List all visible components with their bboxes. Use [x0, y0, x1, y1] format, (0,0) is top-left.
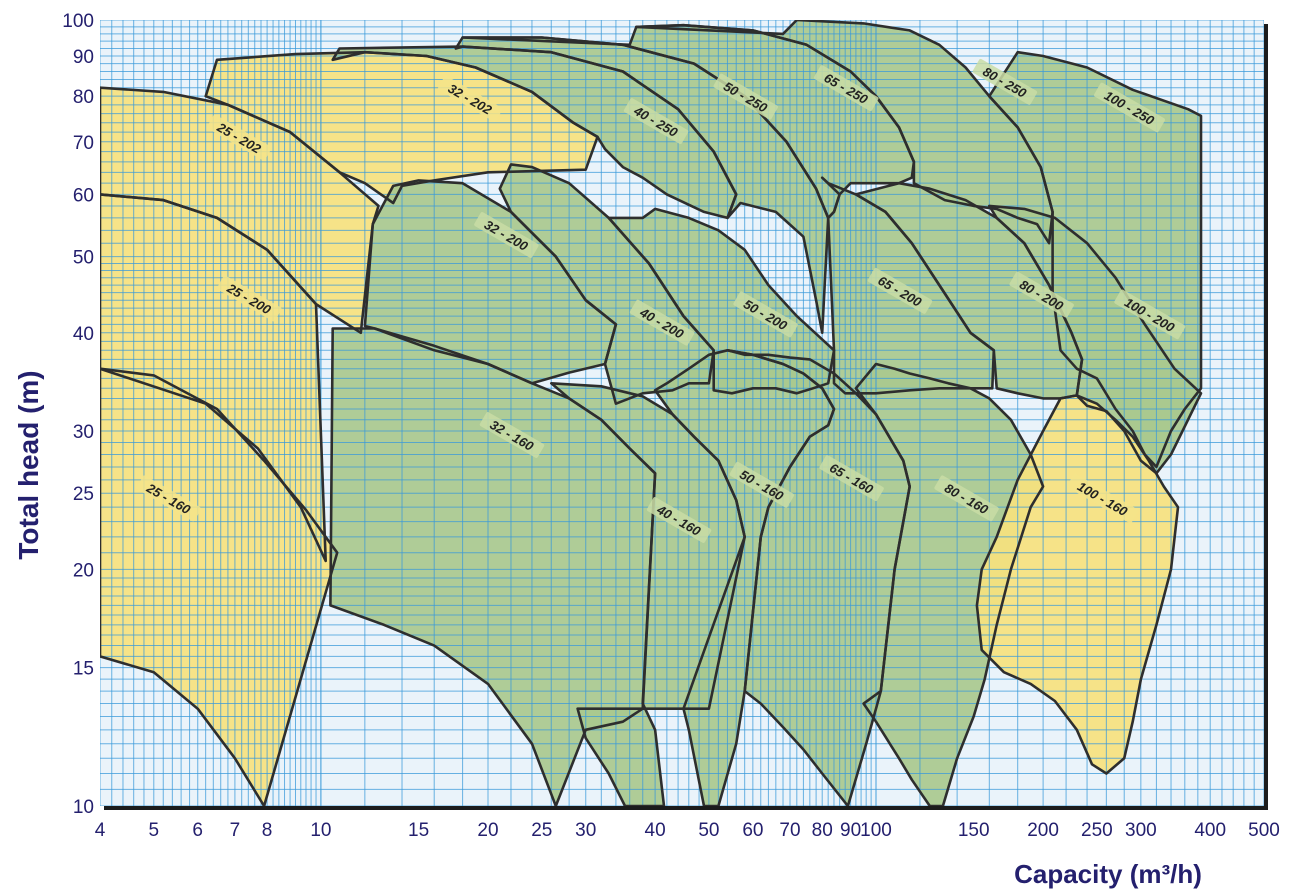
region-label-background [646, 497, 712, 543]
region-label-background [479, 412, 545, 458]
region-label-background [207, 114, 272, 161]
region-80-250 [636, 20, 1053, 244]
x-tick-label: 90 [840, 820, 861, 841]
x-tick-label: 40 [645, 820, 666, 841]
region-label-background [819, 455, 884, 501]
region-label-background [729, 461, 794, 508]
region-outline-40-200 [498, 163, 716, 406]
region-outline-50-200 [607, 207, 836, 395]
x-tick-label: 400 [1194, 820, 1226, 841]
region-label-background [1009, 271, 1074, 318]
y-tick-label: 70 [73, 133, 94, 154]
y-axis-ticks: 10 15 20 25 30 40 50 60 70 80 90 100 [62, 11, 94, 818]
region-label-background [438, 75, 503, 122]
x-tick-label: 60 [742, 820, 763, 841]
y-tick-label: 10 [73, 797, 94, 818]
region-outline-80-160 [854, 362, 1045, 806]
x-tick-label: 30 [575, 820, 596, 841]
region-label-background [1067, 473, 1139, 524]
region-label-background [623, 98, 689, 144]
y-tick-label: 60 [73, 185, 94, 206]
x-tick-label: 4 [95, 820, 106, 841]
region-label-background [1114, 289, 1186, 340]
x-tick-label: 150 [958, 820, 990, 841]
region-label-background [972, 58, 1038, 105]
y-tick-label: 20 [73, 560, 94, 581]
y-tick-label: 50 [73, 248, 94, 269]
region-label-background [629, 299, 695, 346]
region-50-200 [608, 208, 834, 394]
region-outline-65-160 [726, 348, 912, 806]
region-label-background [713, 73, 778, 120]
region-outline-100-160 [975, 394, 1180, 775]
x-tick-label: 10 [310, 820, 331, 841]
x-tick-label: 250 [1081, 820, 1113, 841]
x-tick-label: 500 [1248, 820, 1280, 841]
x-tick-label: 100 [860, 820, 892, 841]
region-label-background [733, 291, 798, 338]
x-tick-label: 15 [408, 820, 429, 841]
region-outline-100-250 [987, 50, 1203, 469]
x-tick-label: 50 [698, 820, 719, 841]
region-label-background [934, 475, 999, 522]
region-outline-80-250 [634, 20, 1054, 245]
region-50-250 [455, 37, 829, 333]
x-tick-label: 8 [262, 820, 273, 841]
region-label-background [814, 65, 879, 111]
region-label-background [136, 475, 201, 522]
x-tick-label: 20 [477, 820, 498, 841]
x-tick-label: 25 [531, 820, 552, 841]
region-40-250 [332, 46, 737, 218]
x-tick-label: 300 [1125, 820, 1157, 841]
x-tick-label: 80 [812, 820, 833, 841]
region-32-160 [330, 328, 656, 806]
x-tick-label: 6 [192, 820, 203, 841]
y-tick-label: 80 [73, 87, 94, 108]
region-label-background [474, 212, 539, 258]
y-tick-label: 90 [73, 47, 94, 68]
region-80-200 [855, 183, 1082, 399]
region-40-200 [499, 164, 714, 404]
y-axis-title: Total head (m) [13, 370, 44, 559]
y-tick-label: 15 [73, 659, 94, 680]
y-tick-label: 40 [73, 324, 94, 345]
x-tick-label: 7 [230, 820, 241, 841]
y-tick-label: 30 [73, 422, 94, 443]
y-tick-label: 100 [62, 11, 94, 32]
y-tick-label: 25 [73, 484, 94, 505]
x-tick-label: 200 [1027, 820, 1059, 841]
region-label-background [1094, 82, 1165, 133]
region-65-250 [462, 25, 914, 218]
region-label-background [867, 267, 933, 314]
region-label-background [217, 275, 282, 322]
region-80-160 [855, 364, 1044, 806]
x-axis-title: Capacity (m³/h) [1014, 859, 1202, 889]
log-grid [100, 20, 1264, 806]
x-tick-label: 5 [149, 820, 160, 841]
x-tick-label: 70 [779, 820, 800, 841]
